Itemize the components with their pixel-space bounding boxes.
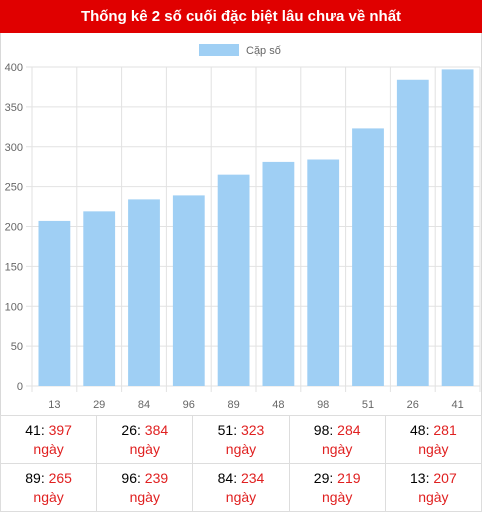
- y-tick-label: 150: [5, 261, 23, 273]
- x-tick-label: 51: [362, 399, 374, 411]
- bar-98: [307, 159, 340, 386]
- days-count: 281: [433, 421, 457, 438]
- x-tick-label: 84: [138, 399, 150, 411]
- bar-51: [352, 128, 384, 386]
- pair-number: 98: [313, 421, 330, 438]
- separator: :: [137, 421, 145, 438]
- x-tick-label: 96: [183, 399, 195, 411]
- separator: :: [425, 469, 434, 486]
- separator: :: [40, 421, 49, 438]
- days-count: 323: [240, 421, 265, 438]
- pair-number: 48: [410, 421, 426, 438]
- stats-table: 41: 397 ngày 26: 384 ngày 51: 323 ngày 98: 284…: [0, 415, 482, 512]
- x-tick-label: 41: [451, 399, 463, 411]
- bar-41: [441, 69, 474, 386]
- days-unit: ngày: [33, 440, 64, 457]
- y-tick-label: 300: [5, 142, 23, 154]
- bar-89: [217, 174, 250, 386]
- days-unit: ngày: [225, 440, 257, 457]
- stat-cell: 26: 384 ngày: [96, 415, 194, 464]
- legend-label: Cặp số: [246, 45, 281, 57]
- pair-number: 96: [121, 469, 137, 486]
- x-tick-label: 89: [227, 399, 239, 411]
- days-count: 239: [144, 469, 169, 486]
- stat-cell: 48: 281 ngày: [384, 415, 482, 464]
- x-tick-label: 26: [407, 399, 419, 411]
- legend-swatch: [199, 44, 239, 56]
- bar-48: [262, 161, 295, 386]
- days-unit: ngày: [418, 488, 449, 505]
- separator: :: [233, 469, 241, 486]
- x-tick-label: 48: [272, 399, 284, 411]
- y-tick-label: 0: [17, 381, 23, 393]
- x-tick-label: 13: [48, 399, 60, 411]
- y-tick-label: 400: [5, 62, 23, 74]
- days-unit: ngày: [225, 488, 257, 505]
- days-count: 397: [48, 421, 72, 438]
- chart-canvas: 0 50 100 150 200 250 300 350 400 13 29 84 96 89 48 98 51…: [5, 44, 481, 411]
- separator: :: [233, 421, 241, 438]
- separator: :: [40, 469, 49, 486]
- stat-cell: 13: 207 ngày: [384, 463, 482, 512]
- pair-number: 51: [217, 421, 234, 438]
- days-unit: ngày: [418, 440, 449, 457]
- pair-number: 41: [25, 421, 41, 438]
- days-unit: ngày: [129, 440, 160, 457]
- stat-cell: 98: 284 ngày: [288, 415, 386, 464]
- stat-cell: 84: 234 ngày: [192, 463, 290, 512]
- stat-cell: 41: 397 ngày: [0, 415, 98, 464]
- stat-cell: 51: 323 ngày: [192, 415, 290, 464]
- stat-cell: 96: 239 ngày: [96, 463, 194, 512]
- bar-13: [38, 220, 71, 386]
- chart-title: Thống kê 2 số cuối đặc biệt lâu chưa về …: [0, 0, 482, 33]
- separator: :: [329, 421, 338, 438]
- days-count: 384: [144, 421, 169, 438]
- pair-number: 84: [217, 469, 234, 486]
- separator: :: [425, 421, 434, 438]
- separator: :: [137, 469, 145, 486]
- x-tick-label: 29: [93, 399, 105, 411]
- x-tick-label: 98: [317, 399, 329, 411]
- days-count: 234: [240, 469, 265, 486]
- pair-number: 13: [410, 469, 426, 486]
- pair-number: 89: [25, 469, 41, 486]
- pair-number: 29: [313, 469, 330, 486]
- y-tick-label: 200: [5, 222, 23, 234]
- y-tick-label: 350: [5, 102, 23, 114]
- days-count: 207: [433, 469, 457, 486]
- y-tick-label: 50: [11, 341, 23, 353]
- bar-29: [83, 211, 116, 386]
- days-count: 265: [48, 469, 72, 486]
- days-unit: ngày: [321, 440, 353, 457]
- separator: :: [329, 469, 338, 486]
- days-count: 219: [337, 469, 361, 486]
- table-row: 89: 265 ngày 96: 239 ngày 84: 234 ngày 29: 219…: [0, 463, 482, 512]
- pair-number: 26: [121, 421, 137, 438]
- y-tick-label: 250: [5, 182, 23, 194]
- table-row: 41: 397 ngày 26: 384 ngày 51: 323 ngày 98: 284…: [0, 415, 482, 464]
- stat-cell: 29: 219 ngày: [288, 463, 386, 512]
- days-count: 284: [337, 421, 361, 438]
- bar-chart: 0 50 100 150 200 250 300 350 400 13 29 84 96 89 48 98 51…: [0, 33, 482, 415]
- bar-96: [172, 195, 205, 386]
- bar-84: [128, 199, 160, 386]
- days-unit: ngày: [33, 488, 64, 505]
- bar-26: [396, 79, 429, 386]
- days-unit: ngày: [129, 488, 160, 505]
- days-unit: ngày: [321, 488, 353, 505]
- stat-cell: 89: 265 ngày: [0, 463, 98, 512]
- y-tick-label: 100: [5, 301, 23, 313]
